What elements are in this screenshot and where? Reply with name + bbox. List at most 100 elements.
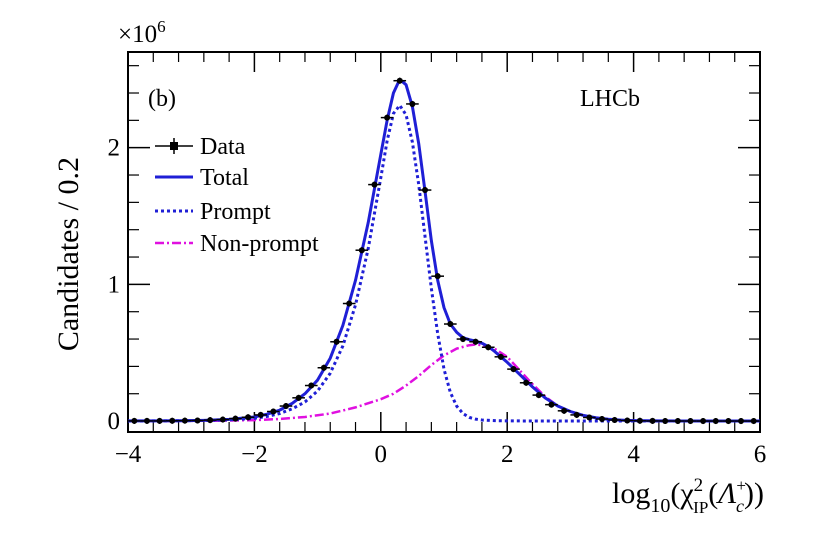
data-point: [279, 403, 293, 410]
data-point-marker: [712, 418, 719, 425]
data-point-marker: [232, 415, 239, 422]
legend-label-data: Data: [200, 134, 246, 160]
plot-frame: [127, 51, 761, 433]
data-point-marker: [636, 417, 643, 424]
y-tick-label: 1: [108, 271, 121, 298]
data-point-marker: [624, 417, 631, 424]
data-point-marker: [396, 77, 403, 84]
data-point-marker: [586, 414, 593, 421]
data-point: [368, 181, 381, 188]
data-point-marker: [358, 247, 365, 254]
data-point-marker: [750, 418, 757, 425]
data-point-marker: [346, 300, 353, 307]
x-tick-label: −4: [115, 441, 142, 468]
data-point: [406, 100, 419, 107]
data-point: [153, 417, 166, 424]
data-point-marker: [725, 418, 732, 425]
legend-entry-prompt: Prompt: [155, 199, 271, 225]
data-point: [545, 401, 558, 408]
data-point: [747, 418, 760, 425]
data-point: [595, 416, 609, 423]
data-point-marker: [611, 416, 618, 423]
data-point-marker: [700, 418, 707, 425]
data-point-marker: [573, 411, 580, 418]
data-point: [393, 77, 407, 84]
data-point-marker: [662, 417, 669, 424]
data-point: [608, 416, 621, 423]
x-tick-label: 4: [627, 441, 640, 468]
data-point-marker: [599, 416, 605, 423]
legend: Data Total Prompt Non-prompt: [155, 134, 319, 257]
data-point: [380, 114, 394, 121]
data-point: [330, 338, 343, 345]
data-point: [216, 416, 230, 423]
data-point: [722, 418, 735, 425]
data-point-marker: [459, 336, 466, 343]
data-point-marker: [510, 366, 517, 373]
data-point: [658, 417, 672, 424]
x-axis-title: log10(χ2 IP(Λ+ c)): [612, 475, 764, 517]
data-point-marker: [649, 417, 656, 424]
legend-label-nonprompt: Non-prompt: [200, 231, 319, 257]
data-point-marker: [371, 181, 378, 188]
legend-entry-total: Total: [155, 165, 249, 191]
y-axis-title: Candidates / 0.2: [52, 157, 85, 351]
data-point-marker: [131, 417, 138, 424]
data-point: [191, 417, 204, 424]
data-point-marker: [308, 382, 315, 389]
data-point-marker: [674, 418, 681, 425]
data-point-marker: [283, 403, 289, 410]
legend-label-prompt: Prompt: [200, 199, 271, 225]
data-point-marker: [447, 321, 454, 328]
data-point-marker: [143, 417, 150, 424]
data-point: [456, 336, 470, 343]
data-point-marker: [333, 338, 340, 345]
data-point-marker: [497, 353, 504, 360]
experiment-label: LHCb: [580, 86, 640, 112]
data-point: [203, 417, 217, 424]
data-point: [519, 379, 533, 386]
data-point-marker: [523, 379, 530, 386]
data-point: [267, 408, 280, 415]
data-point-marker: [257, 411, 264, 418]
data-point-marker: [207, 417, 214, 424]
data-point: [355, 247, 369, 254]
data-point: [431, 273, 444, 280]
legend-data-marker: [170, 142, 178, 150]
data-points: [128, 77, 760, 425]
axis-tick-labels: −4 −2 0 2 4 6 0 1 2: [108, 135, 767, 468]
data-point-marker: [270, 408, 277, 415]
x-tick-label: 6: [754, 441, 767, 468]
panel-label: (b): [148, 86, 176, 112]
data-point: [532, 392, 546, 399]
data-point: [494, 353, 508, 360]
data-point: [317, 364, 331, 371]
y-multiplier: ×106: [118, 17, 166, 48]
data-point: [304, 382, 318, 389]
data-point-marker: [434, 273, 441, 280]
data-point-marker: [687, 418, 694, 425]
data-point: [557, 407, 571, 414]
data-point: [229, 415, 242, 422]
data-point: [709, 418, 723, 425]
data-point-marker: [219, 416, 226, 423]
data-point: [620, 417, 634, 424]
data-point: [570, 411, 584, 418]
data-point-marker: [194, 417, 201, 424]
data-point-marker: [738, 418, 745, 425]
data-point-marker: [169, 417, 176, 424]
y-tick-label: 2: [108, 135, 121, 162]
data-point: [418, 187, 432, 194]
series-non-prompt-curve: [128, 343, 760, 423]
series-prompt-curve: [127, 103, 760, 423]
data-point: [342, 300, 356, 307]
x-tick-label: 0: [375, 441, 388, 468]
legend-entry-data: Data: [155, 134, 246, 160]
data-point: [165, 417, 179, 424]
data-point: [444, 321, 457, 328]
y-tick-label: 0: [108, 408, 121, 435]
data-point: [696, 418, 710, 425]
data-point-marker: [181, 417, 188, 424]
